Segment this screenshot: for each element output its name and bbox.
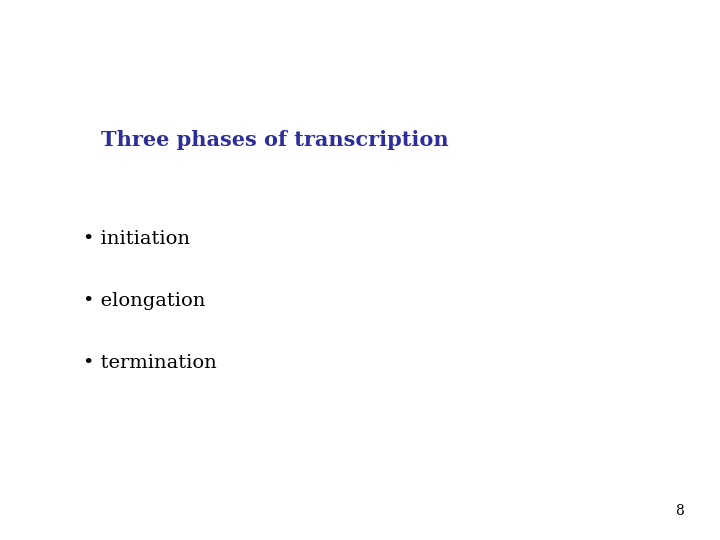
Text: • elongation: • elongation — [83, 292, 205, 309]
Text: Three phases of transcription: Three phases of transcription — [101, 130, 449, 150]
Text: • initiation: • initiation — [83, 230, 190, 247]
Text: • termination: • termination — [83, 354, 217, 372]
Text: 8: 8 — [675, 504, 684, 518]
